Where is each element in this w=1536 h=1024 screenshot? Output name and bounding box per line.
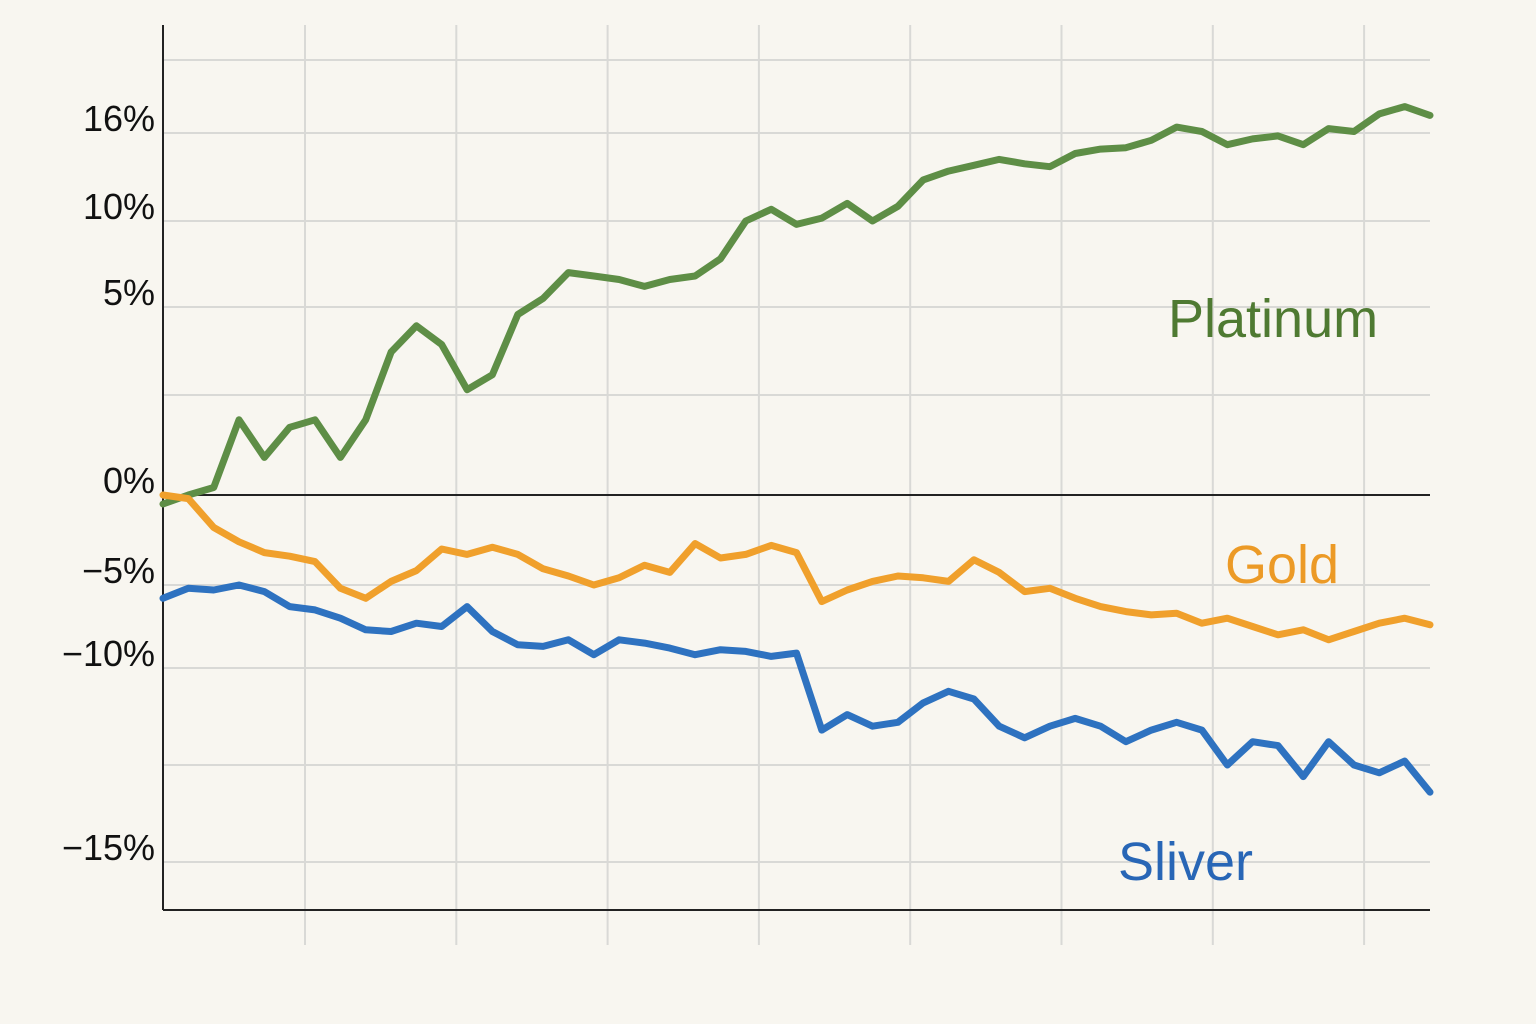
y-tick-label: −10% xyxy=(62,633,155,674)
series-line-sliver xyxy=(159,581,1434,796)
y-tick-label: 10% xyxy=(83,186,155,227)
series-line-gold xyxy=(159,491,1434,644)
labels: 16% 10% 5% 0% −5% −10% −15% Platinum Gold Sliver xyxy=(62,98,1378,892)
y-tick-label: 5% xyxy=(103,272,155,313)
series-label-sliver: Sliver xyxy=(1118,832,1253,892)
y-tick-label: 16% xyxy=(83,98,155,139)
y-tick-label: 0% xyxy=(103,460,155,501)
y-tick-label: −5% xyxy=(82,550,155,591)
series-line-platinum xyxy=(159,103,1434,508)
y-tick-label: −15% xyxy=(62,827,155,868)
grid xyxy=(163,25,1430,945)
series-label-platinum: Platinum xyxy=(1168,289,1378,349)
series-lines xyxy=(159,103,1434,796)
axes xyxy=(162,25,1430,911)
series-label-gold: Gold xyxy=(1225,535,1339,595)
